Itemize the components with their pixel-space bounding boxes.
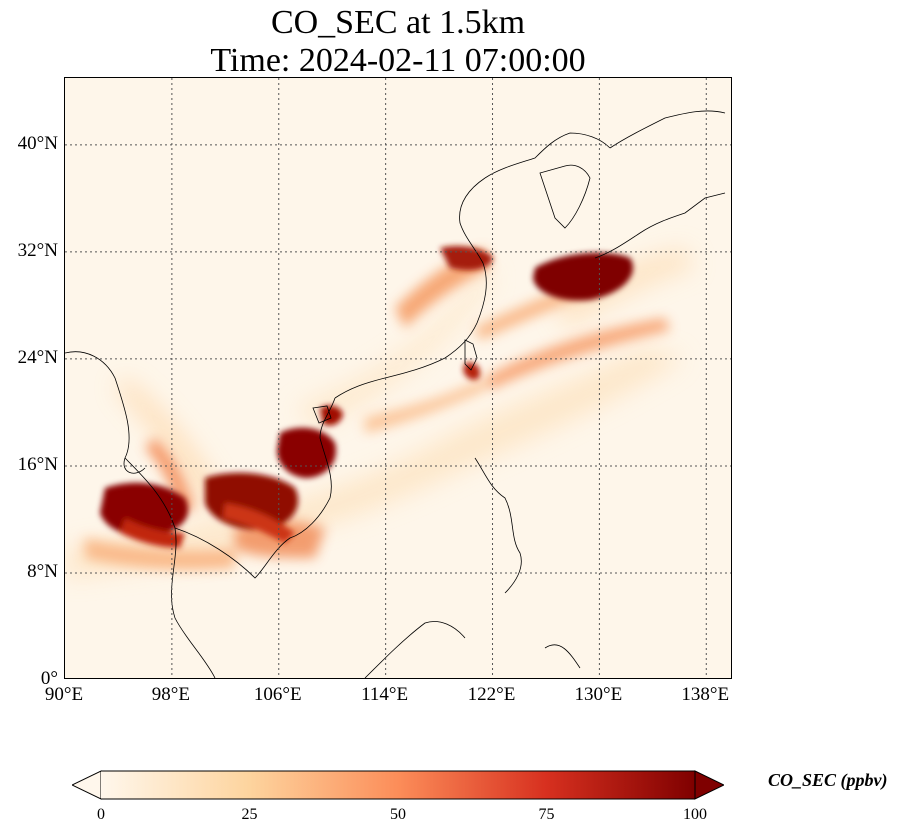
map-canvas — [65, 78, 731, 678]
concentration-field — [65, 246, 695, 578]
latitude-tick-label: 0° — [40, 668, 58, 689]
latitude-tick-label: 40°N — [17, 132, 58, 154]
latitude-tick-label: 16°N — [17, 453, 58, 475]
colorbar-tick-label: 75 — [538, 806, 555, 823]
longitude-tick-label: 98°E — [151, 684, 190, 705]
colorbar-tick-label: 25 — [241, 806, 258, 823]
coastlines — [65, 110, 726, 678]
plot-title-variable: CO_SEC at 1.5km — [270, 4, 526, 41]
longitude-tick-label: 114°E — [361, 684, 409, 705]
longitude-tick-label: 106°E — [253, 684, 302, 705]
colorbar-tick-label: 0 — [97, 806, 105, 823]
colorbar-extend-min — [72, 770, 102, 800]
plot-title-time: Time: 2024-02-11 07:00:00 — [210, 42, 586, 79]
latitude-tick-label: 8°N — [27, 560, 58, 582]
longitude-tick-label: 138°E — [681, 684, 730, 705]
longitude-tick-label: 122°E — [467, 684, 516, 705]
gridlines — [65, 78, 731, 678]
colorbar-gradient — [101, 771, 695, 799]
colorbar-extend-max — [694, 770, 724, 800]
colorbar-tick-label: 100 — [683, 806, 707, 823]
longitude-tick-label: 130°E — [574, 684, 623, 705]
map-panel — [64, 77, 732, 679]
longitude-tick-label: 90°E — [44, 684, 84, 705]
colorbar — [72, 770, 724, 800]
colorbar-tick-label: 50 — [390, 806, 406, 823]
latitude-tick-label: 24°N — [17, 346, 58, 368]
colorbar-label: CO_SEC (ppbv) — [768, 770, 888, 790]
latitude-tick-label: 32°N — [17, 239, 58, 261]
